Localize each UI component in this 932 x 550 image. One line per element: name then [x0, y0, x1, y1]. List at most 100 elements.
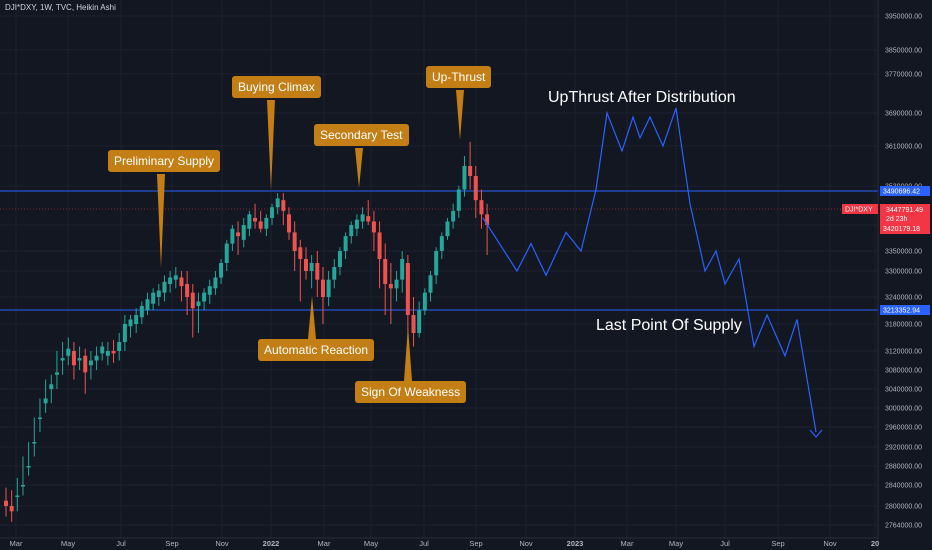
- candle-body: [241, 225, 246, 240]
- candle-body: [94, 355, 99, 361]
- candle-body: [303, 259, 308, 271]
- annotation-pointer: [404, 326, 412, 381]
- candle-body: [185, 284, 190, 297]
- price-tick-label: 2960000.00: [885, 425, 922, 432]
- candle-body: [54, 372, 59, 375]
- price-tick-label: 2840000.00: [885, 483, 922, 490]
- price-tick-label: 2800000.00: [885, 504, 922, 511]
- candle-body: [111, 351, 116, 354]
- annotation-up-thrust: Up-Thrust: [426, 66, 492, 88]
- candle-body: [49, 384, 54, 389]
- candle-body: [253, 217, 258, 222]
- annotation-pointer: [308, 296, 316, 339]
- candles: [4, 141, 490, 522]
- annotation-pointer: [456, 90, 464, 140]
- time-axis: Mar May Jul Sep Nov 2022 Mar May Jul Sep Nov 2023 Ma…: [0, 537, 879, 548]
- price-tick-label: 3300000.00: [885, 269, 922, 276]
- candle-body: [77, 358, 82, 361]
- annotation-sign-of-weakness: Sign Of Weakness: [355, 381, 467, 403]
- candle-body: [43, 398, 48, 404]
- candle-body: [66, 348, 71, 356]
- price-badge-lower: 3213352.94: [883, 308, 920, 315]
- price-badge-current-bg-bg: [880, 204, 930, 234]
- candle-body: [264, 217, 269, 229]
- price-tick-label: 3040000.00: [885, 387, 922, 394]
- candle-body: [219, 263, 224, 278]
- time-tick-label: Jul: [720, 539, 730, 548]
- candle-body: [122, 324, 127, 342]
- time-tick-label: Sep: [469, 539, 482, 548]
- candle-body: [281, 200, 286, 211]
- candle-body: [71, 351, 76, 366]
- price-axis-bg: [878, 0, 932, 550]
- candle-body: [434, 251, 439, 276]
- candle-body: [100, 346, 105, 354]
- candle-body: [173, 275, 178, 280]
- time-tick-label: Sep: [771, 539, 784, 548]
- time-tick-label: May: [669, 539, 683, 548]
- candle-body: [32, 442, 37, 444]
- candle-body: [179, 277, 184, 287]
- projection-arrowhead: [809, 429, 823, 438]
- candle-body: [236, 232, 241, 237]
- price-tick-label: 3000000.00: [885, 406, 922, 413]
- price-tick-label: 3950000.00: [885, 14, 922, 21]
- time-tick-label: 2022: [263, 539, 280, 548]
- candle-body: [190, 292, 195, 309]
- price-tick-label: 3120000.00: [885, 349, 922, 356]
- time-tick-label: Mar: [10, 539, 23, 548]
- candle-body: [117, 342, 122, 351]
- candle-body: [134, 315, 139, 324]
- candle-body: [400, 259, 405, 280]
- symbol-title: DJI*DXY, 1W, TVC, Heikin Ashi: [5, 3, 116, 12]
- candle-body: [388, 284, 393, 289]
- price-badge-lower-bg: [880, 305, 930, 315]
- candle-body: [15, 495, 20, 497]
- candle-body: [411, 315, 416, 333]
- price-badge-upper: 3490696.42: [883, 189, 920, 196]
- candle-body: [26, 466, 31, 468]
- annotation-pointer: [355, 148, 363, 188]
- price-axis: 2764000.00 2800000.00 2840000.00 2880000.00…: [877, 0, 932, 550]
- price-tick-label: 3770000.00: [885, 72, 922, 79]
- candle-body: [422, 292, 427, 311]
- annotation-secondary-test: Secondary Test: [314, 124, 409, 146]
- candle-body: [37, 417, 42, 419]
- candle-body: [298, 247, 303, 259]
- price-badge-second: 3420179.18: [883, 226, 920, 233]
- candle-body: [20, 485, 25, 487]
- candle-body: [366, 216, 371, 222]
- projection-line: [482, 107, 817, 433]
- candle-body: [349, 225, 354, 237]
- candle-body: [247, 214, 252, 229]
- time-tick-label: Nov: [519, 539, 533, 548]
- candle-body: [326, 279, 331, 297]
- candle-body: [360, 214, 365, 222]
- time-tick-label: Jul: [116, 539, 126, 548]
- candle-body: [405, 263, 410, 315]
- label-upthrust-after-distribution: UpThrust After Distribution: [548, 89, 736, 106]
- annotation-pointer: [267, 100, 275, 190]
- annotation-preliminary-supply: Preliminary Supply: [108, 150, 221, 172]
- candle-body: [451, 210, 456, 222]
- price-badges: 3490696.42 DJI*DXY 3447791.49 2d 23h 3420179…: [842, 186, 930, 315]
- candle-body: [456, 189, 461, 211]
- candle-body: [83, 355, 88, 373]
- annotation-pointers: [157, 90, 464, 381]
- price-tick-label: 3180000.00: [885, 322, 922, 329]
- candle-body: [162, 281, 167, 293]
- candle-body: [417, 310, 422, 333]
- candle-body: [371, 221, 376, 233]
- time-tick-label: Sep: [165, 539, 178, 548]
- candle-body: [196, 301, 201, 306]
- candle-body: [332, 267, 337, 280]
- time-tick-label: 2023: [567, 539, 584, 548]
- price-tick-label: 2920000.00: [885, 445, 922, 452]
- candle-body: [485, 214, 490, 225]
- price-tick-label: 3080000.00: [885, 368, 922, 375]
- price-tick-label: 2764000.00: [885, 523, 922, 530]
- price-tick-label: 3240000.00: [885, 295, 922, 302]
- annotation-buying-climax: Buying Climax: [232, 76, 321, 98]
- candle-body: [88, 360, 93, 366]
